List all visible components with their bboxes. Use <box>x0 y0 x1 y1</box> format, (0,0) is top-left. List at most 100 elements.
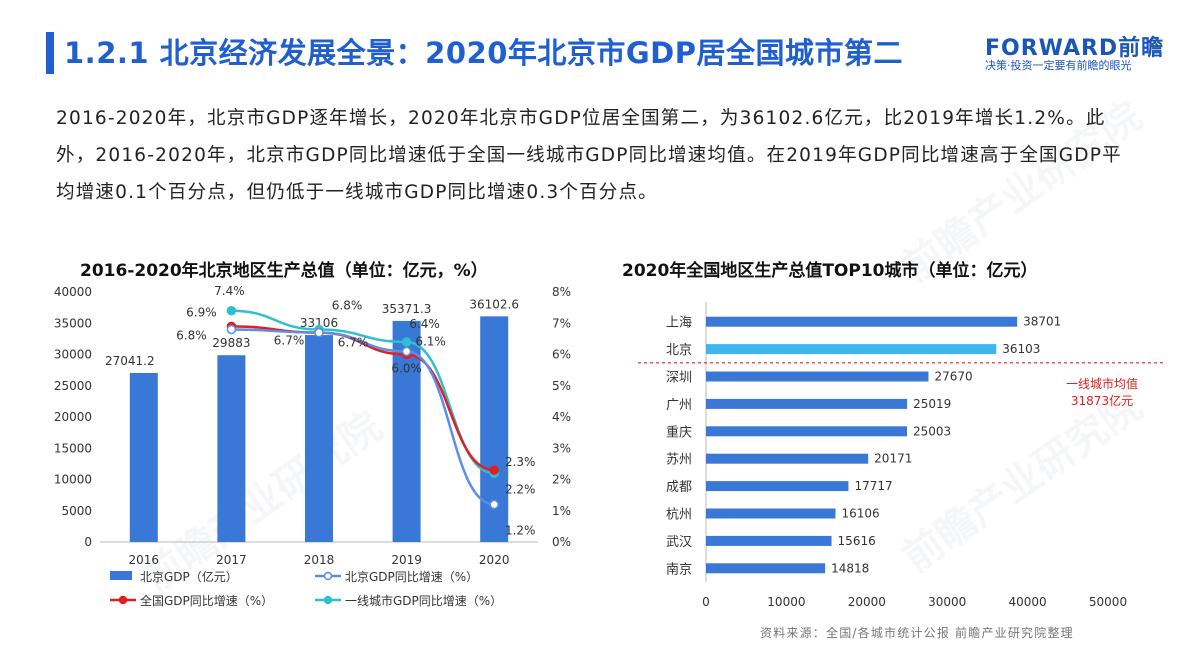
city-gdp-label: 20171 <box>874 452 912 466</box>
x-tick-label: 2020 <box>479 553 510 567</box>
x-tick-label: 30000 <box>928 595 966 609</box>
legend-label: 一线城市GDP同比增速（%） <box>345 593 502 608</box>
city-gdp-label: 25003 <box>913 424 951 438</box>
city-gdp-label: 36103 <box>1002 342 1040 356</box>
x-tick-label: 50000 <box>1089 595 1127 609</box>
tier1-growth-point <box>226 306 237 316</box>
city-name: 杭州 <box>666 508 692 523</box>
beijing-growth-label: 1.2% <box>505 524 536 538</box>
city-gdp-bar <box>706 398 908 409</box>
y2-tick-label: 8% <box>552 285 571 299</box>
title-accent-bar <box>46 32 54 74</box>
y-tick-label: 10000 <box>54 473 92 487</box>
national-growth-label: 6.7% <box>274 334 305 348</box>
city-gdp-bar <box>706 508 836 519</box>
gdp-bar-label: 27041.2 <box>105 354 155 368</box>
right-chart-title: 2020年全国地区生产总值TOP10城市（单位：亿元） <box>622 261 1038 281</box>
beijing-growth-line <box>231 328 495 506</box>
x-tick-label: 2017 <box>216 553 247 567</box>
gdp-bar-label: 36102.6 <box>469 297 519 311</box>
page-title: 1.2.1 北京经济发展全景：2020年北京市GDP居全国城市第二 <box>64 36 904 70</box>
city-name: 武汉 <box>666 535 692 550</box>
national-growth-label: 6.0% <box>391 362 422 376</box>
city-gdp-label: 14818 <box>831 561 869 575</box>
tier1-growth-label: 6.4% <box>409 317 440 331</box>
source-note: 资料来源：全国/各城市统计公报 前瞻产业研究院整理 <box>760 626 1074 640</box>
city-gdp-bar <box>706 344 997 355</box>
left-chart-title: 2016-2020年北京地区生产总值（单位：亿元，%） <box>80 261 488 281</box>
city-name: 广州 <box>666 398 692 413</box>
city-gdp-label: 25019 <box>913 397 951 411</box>
legend-label: 北京GDP同比增速（%） <box>345 570 478 584</box>
city-gdp-bar <box>706 453 869 464</box>
city-gdp-bar <box>706 426 908 437</box>
city-gdp-bar <box>706 316 1018 327</box>
y2-tick-label: 1% <box>552 504 571 518</box>
gdp-bar-label: 33106 <box>300 316 338 330</box>
y-tick-label: 0 <box>84 535 92 549</box>
city-name: 重庆 <box>666 424 692 440</box>
city-gdp-label: 38701 <box>1023 315 1061 329</box>
legend-marker <box>118 595 128 605</box>
gdp-bar-label: 35371.3 <box>382 302 432 316</box>
brand-slogan: 决策·投资一定要有前瞻的眼光 <box>985 59 1132 72</box>
city-name: 成都 <box>666 480 692 495</box>
x-tick-label: 40000 <box>1009 595 1047 609</box>
tier1-growth-point <box>401 337 412 347</box>
beijing-growth-point <box>226 324 237 335</box>
city-gdp-bar <box>706 563 826 574</box>
y2-tick-label: 0% <box>552 535 571 549</box>
y-tick-label: 40000 <box>54 285 92 299</box>
beijing-growth-point <box>401 346 412 357</box>
y-tick-label: 20000 <box>54 410 92 424</box>
city-name: 南京 <box>666 561 692 577</box>
city-name: 上海 <box>666 316 692 331</box>
beijing-growth-point <box>314 327 324 338</box>
gdp-bar <box>217 355 246 542</box>
y-tick-label: 35000 <box>54 316 92 330</box>
brand-logo: FORWARD前瞻 <box>985 36 1165 61</box>
beijing-growth-point <box>489 499 499 510</box>
beijing-growth-label: 6.1% <box>415 334 446 348</box>
city-gdp-label: 16106 <box>841 507 879 521</box>
city-gdp-label: 17717 <box>854 479 892 493</box>
city-name: 北京 <box>666 343 692 358</box>
x-tick-label: 10000 <box>767 595 805 609</box>
city-name: 苏州 <box>666 452 692 468</box>
legend-marker <box>323 571 333 581</box>
tier1-growth-label: 7.4% <box>214 284 245 298</box>
x-tick-label: 0 <box>702 595 710 609</box>
city-gdp-bar <box>706 535 832 546</box>
y2-tick-label: 3% <box>552 441 571 455</box>
gdp-bar <box>129 372 158 542</box>
summary-paragraph: 2016-2020年，北京市GDP逐年增长，2020年北京市GDP位居全国第二，… <box>56 108 1122 203</box>
city-gdp-bar <box>706 371 929 382</box>
y2-tick-label: 6% <box>552 348 571 362</box>
beijing-growth-label: 6.8% <box>176 329 207 343</box>
legend-label: 北京GDP（亿元） <box>140 569 238 584</box>
legend-marker <box>323 595 333 605</box>
city-gdp-label: 27670 <box>934 370 972 384</box>
x-tick-label: 2016 <box>129 553 160 567</box>
tier1-average-value: 31873亿元 <box>1071 393 1133 408</box>
tier1-growth-label: 2.2% <box>505 482 536 496</box>
x-tick-label: 2019 <box>391 553 422 567</box>
gdp-bar <box>305 335 333 542</box>
legend-swatch <box>110 571 132 580</box>
y2-tick-label: 7% <box>552 316 571 330</box>
gdp-bar-label: 29883 <box>212 336 250 350</box>
y-tick-label: 25000 <box>54 379 92 393</box>
gdp-trend-chart: 0 5000 10000 15000 20000 25000 30000 35000 40000… <box>54 284 571 608</box>
city-gdp-label: 15616 <box>838 534 876 548</box>
x-tick-label: 20000 <box>848 595 886 609</box>
national-growth-point <box>489 465 499 475</box>
national-growth-label: 6.9% <box>186 305 217 319</box>
y2-tick-label: 5% <box>552 379 571 393</box>
y-tick-label: 15000 <box>54 441 92 455</box>
national-growth-label: 2.3% <box>505 455 536 469</box>
x-tick-label: 2018 <box>304 553 335 567</box>
top10-city-chart: 38701 上海 36103 北京 27670 深圳 25019 广州 25003 重庆 20171… <box>638 302 1165 609</box>
y2-tick-label: 2% <box>552 473 571 487</box>
tier1-growth-label: 6.8% <box>332 299 363 313</box>
beijing-growth-label: 6.7% <box>338 336 369 350</box>
